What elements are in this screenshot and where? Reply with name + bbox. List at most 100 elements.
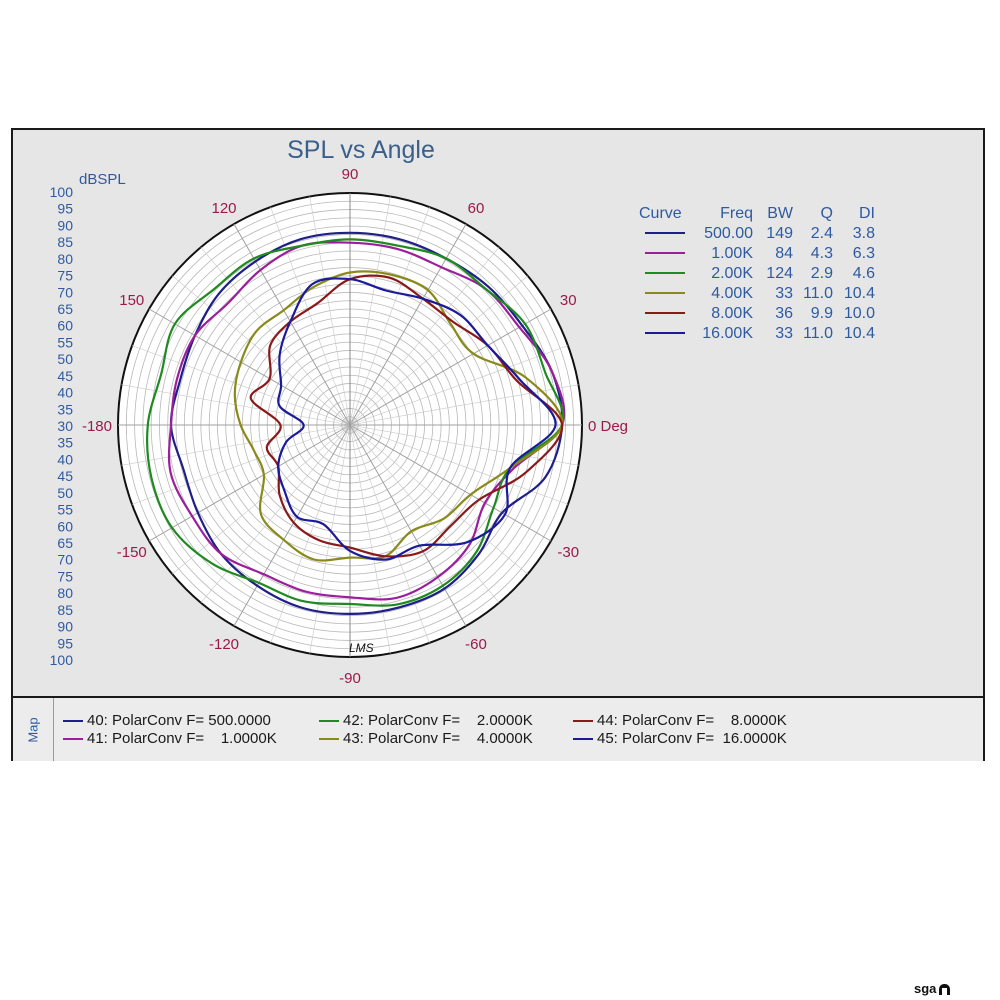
table-cell: 4.3 (811, 245, 833, 262)
grid-spoke (270, 206, 351, 426)
r-tick-label: 40 (57, 385, 73, 401)
grid-spoke (309, 424, 351, 654)
chart-title: SPL vs Angle (287, 136, 435, 164)
r-tick-label: 95 (57, 635, 73, 651)
grid-spoke (148, 424, 351, 542)
r-tick-label: 60 (57, 318, 73, 334)
grid-spoke (121, 424, 351, 466)
r-tick-label: 60 (57, 518, 73, 534)
curve-table: Curve Freq BW Q DI 500.00 149 2.4 3.8 1.00K 84 4.3 6… (639, 205, 875, 342)
angle-label: 0 Deg (588, 418, 628, 435)
r-tick-label: 40 (57, 451, 73, 467)
legend-swatch (319, 720, 339, 723)
legend-item[interactable]: 43: PolarConv F= 4.0000K (319, 730, 533, 747)
r-tick-label: 70 (57, 284, 73, 300)
r-tick-label: 75 (57, 268, 73, 284)
r-tick-label: 65 (57, 301, 73, 317)
r-tick-label: 45 (57, 368, 73, 384)
grid-spoke (349, 424, 528, 575)
table-cell: 8.00K (711, 305, 753, 322)
r-tick-label: 45 (57, 468, 73, 484)
r-tick-label: 30 (57, 418, 73, 434)
table-cell: 3.8 (853, 225, 875, 242)
lms-watermark: LMS (349, 641, 374, 655)
r-tick-label: 90 (57, 217, 73, 233)
angle-label: -180 (82, 418, 112, 435)
table-header: BW (767, 205, 794, 222)
legend-swatch (63, 738, 83, 741)
angle-label: 30 (560, 292, 577, 309)
curves (146, 231, 566, 616)
table-header: Freq (720, 205, 753, 222)
angle-label: -90 (339, 670, 361, 687)
grid-spoke (349, 206, 430, 426)
grid-spoke (131, 424, 351, 505)
angle-labels: 0 Deg 30 60 90 120 150 -180 -150 -120 -90 -60 -30 (82, 166, 628, 687)
brand-icon (939, 984, 951, 996)
angle-label: -150 (117, 544, 147, 561)
grid-spoke (270, 424, 351, 644)
angle-label: 150 (119, 292, 144, 309)
curve-2.00K (146, 238, 565, 607)
table-cell: 33 (775, 285, 793, 302)
r-tick-label: 85 (57, 602, 73, 618)
r-tick-label: 35 (57, 435, 73, 451)
map-tab[interactable]: Map (13, 698, 54, 761)
angle-label: 60 (468, 200, 485, 217)
legend-item[interactable]: 40: PolarConv F= 500.0000 (63, 712, 271, 729)
angle-label: 90 (342, 166, 359, 183)
table-cell: 10.4 (844, 325, 875, 342)
curve-16.00K (277, 277, 557, 561)
r-tick-label: 75 (57, 568, 73, 584)
table-cell: 9.9 (811, 305, 833, 322)
r-axis-label: dBSPL (79, 171, 126, 188)
grid-spoke (349, 424, 391, 654)
r-tick-labels: 1009590858075706560555045403530354045505… (50, 184, 74, 668)
table-cell: 6.3 (853, 245, 875, 262)
legend-label: 43: PolarConv F= 4.0000K (343, 730, 533, 747)
table-cell: 2.9 (811, 265, 833, 282)
table-header: DI (859, 205, 875, 222)
r-tick-label: 35 (57, 401, 73, 417)
table-cell: 11.0 (803, 285, 833, 302)
r-tick-label: 50 (57, 351, 73, 367)
legend-label: 41: PolarConv F= 1.0000K (87, 730, 277, 747)
table-cell: 2.00K (711, 265, 753, 282)
grid-spoke (349, 424, 500, 603)
table-cell: 124 (766, 265, 793, 282)
r-tick-label: 100 (50, 652, 74, 668)
grid-spoke (349, 424, 430, 644)
r-tick-label: 50 (57, 485, 73, 501)
legend-label: 45: PolarConv F= 16.0000K (597, 730, 787, 747)
r-tick-label: 70 (57, 552, 73, 568)
curve-4.00K (233, 270, 564, 562)
r-tick-label: 90 (57, 619, 73, 635)
grid-spoke (233, 424, 351, 627)
table-cell: 500.00 (704, 225, 753, 242)
r-tick-label: 55 (57, 334, 73, 350)
table-cell: 84 (775, 245, 793, 262)
grid-spoke (131, 345, 351, 426)
legend-item[interactable]: 42: PolarConv F= 2.0000K (319, 712, 533, 729)
legend-swatch (63, 720, 83, 723)
legend-item[interactable]: 44: PolarConv F= 8.0000K (573, 712, 787, 729)
angle-label: -60 (465, 636, 487, 653)
table-cell: 4.6 (853, 265, 875, 282)
legend-item[interactable]: 41: PolarConv F= 1.0000K (63, 730, 277, 747)
legend-label: 42: PolarConv F= 2.0000K (343, 712, 533, 729)
legend-swatch (319, 738, 339, 741)
grid-spoke (349, 424, 552, 542)
table-header: Q (821, 205, 833, 222)
polar-chart: SPL vs Angle dBSPL 100959085807570656055… (50, 136, 875, 687)
table-cell: 10.0 (844, 305, 875, 322)
legend-item[interactable]: 45: PolarConv F= 16.0000K (573, 730, 787, 747)
grid-spoke (349, 424, 467, 627)
angle-label: 120 (211, 200, 236, 217)
r-tick-label: 80 (57, 251, 73, 267)
table-cell: 16.00K (702, 325, 753, 342)
map-label: Map (25, 717, 41, 743)
r-tick-label: 65 (57, 535, 73, 551)
r-tick-label: 95 (57, 201, 73, 217)
table-cell: 36 (775, 305, 793, 322)
grid-spoke (172, 275, 351, 426)
